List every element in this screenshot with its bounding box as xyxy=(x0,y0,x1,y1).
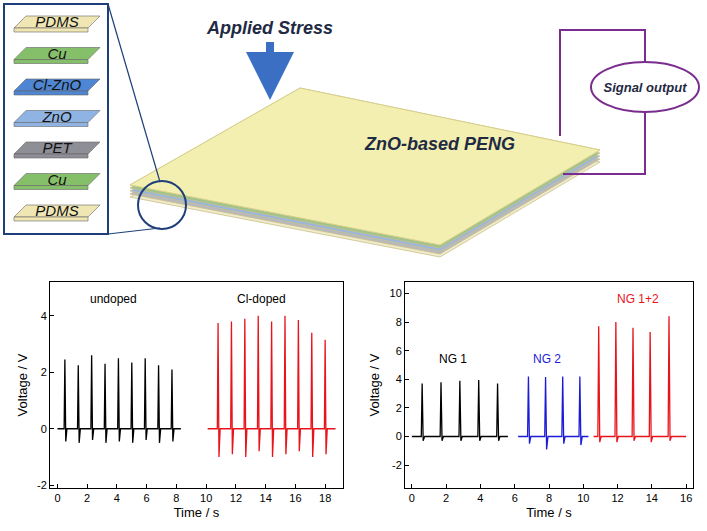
svg-text:-2: -2 xyxy=(37,479,47,491)
svg-text:16: 16 xyxy=(289,492,301,504)
svg-text:14: 14 xyxy=(260,492,272,504)
svg-text:Voltage / V: Voltage / V xyxy=(15,353,30,416)
svg-text:ZnO-based PENG: ZnO-based PENG xyxy=(364,134,515,154)
svg-text:PDMS: PDMS xyxy=(35,13,78,30)
svg-text:4: 4 xyxy=(396,373,402,385)
svg-text:PET: PET xyxy=(42,139,73,156)
svg-text:-2: -2 xyxy=(392,459,402,471)
svg-text:PDMS: PDMS xyxy=(35,202,78,219)
svg-text:ZnO: ZnO xyxy=(41,108,72,125)
svg-text:4: 4 xyxy=(114,492,120,504)
svg-text:10: 10 xyxy=(577,492,589,504)
svg-text:8: 8 xyxy=(396,316,402,328)
svg-text:0: 0 xyxy=(396,430,402,442)
svg-text:Time / s: Time / s xyxy=(174,505,220,520)
svg-text:2: 2 xyxy=(443,492,449,504)
svg-text:12: 12 xyxy=(230,492,242,504)
svg-text:Cl-ZnO: Cl-ZnO xyxy=(33,76,82,93)
svg-text:2: 2 xyxy=(396,402,402,414)
svg-text:Applied Stress: Applied Stress xyxy=(206,18,333,38)
svg-text:12: 12 xyxy=(611,492,623,504)
svg-text:NG 1+2: NG 1+2 xyxy=(617,292,659,306)
svg-text:14: 14 xyxy=(646,492,658,504)
svg-text:6: 6 xyxy=(512,492,518,504)
svg-text:6: 6 xyxy=(144,492,150,504)
svg-text:2: 2 xyxy=(41,366,47,378)
svg-text:8: 8 xyxy=(173,492,179,504)
svg-text:4: 4 xyxy=(477,492,483,504)
svg-text:10: 10 xyxy=(390,287,402,299)
svg-text:0: 0 xyxy=(54,492,60,504)
svg-text:18: 18 xyxy=(319,492,331,504)
svg-text:Time / s: Time / s xyxy=(526,505,572,520)
svg-text:2: 2 xyxy=(84,492,90,504)
svg-text:Cl-doped: Cl-doped xyxy=(237,292,286,306)
svg-text:16: 16 xyxy=(680,492,692,504)
svg-text:0: 0 xyxy=(41,423,47,435)
svg-text:Cu: Cu xyxy=(47,171,67,188)
svg-text:10: 10 xyxy=(200,492,212,504)
svg-text:NG 1: NG 1 xyxy=(439,352,467,366)
svg-text:NG 2: NG 2 xyxy=(533,352,561,366)
svg-text:Cu: Cu xyxy=(47,45,67,62)
svg-text:4: 4 xyxy=(41,310,47,322)
svg-text:Voltage / V: Voltage / V xyxy=(367,353,382,416)
svg-text:Signal output: Signal output xyxy=(603,80,687,95)
svg-text:0: 0 xyxy=(409,492,415,504)
svg-text:undoped: undoped xyxy=(90,292,137,306)
svg-text:8: 8 xyxy=(546,492,552,504)
svg-text:6: 6 xyxy=(396,345,402,357)
